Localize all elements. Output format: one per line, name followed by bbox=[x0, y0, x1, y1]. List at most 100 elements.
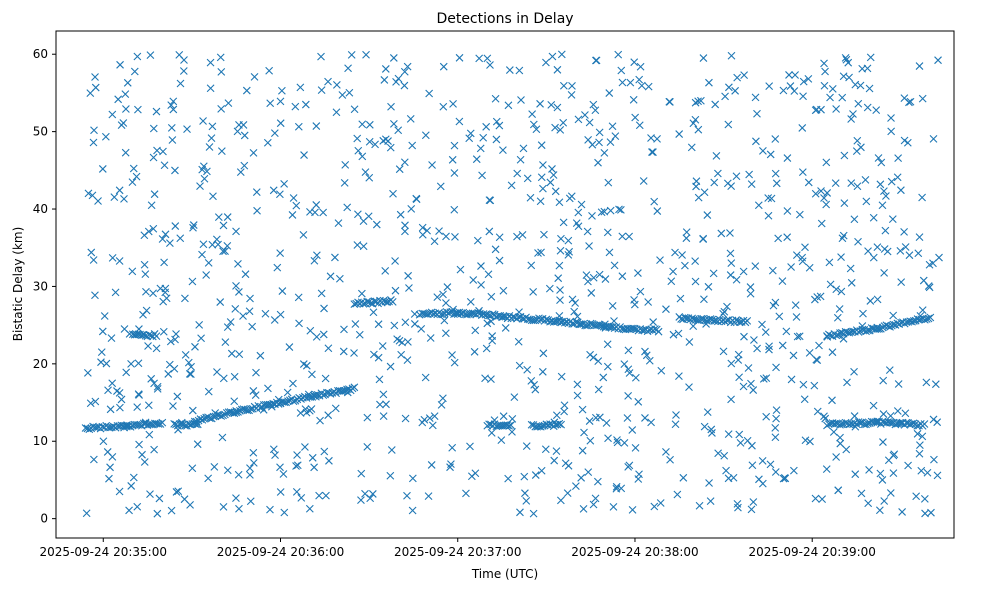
data-point bbox=[610, 317, 618, 325]
data-point bbox=[734, 350, 743, 359]
data-point bbox=[240, 161, 249, 170]
data-point bbox=[576, 320, 584, 329]
data-point bbox=[726, 271, 735, 279]
data-point bbox=[765, 342, 773, 351]
data-point bbox=[642, 351, 651, 360]
data-point bbox=[351, 320, 360, 328]
data-point bbox=[466, 297, 475, 306]
data-point bbox=[139, 310, 147, 319]
data-point bbox=[580, 428, 588, 437]
data-point bbox=[649, 148, 657, 156]
data-point bbox=[433, 293, 442, 302]
data-point bbox=[246, 471, 254, 479]
data-point bbox=[428, 421, 437, 430]
data-point bbox=[781, 474, 790, 483]
data-point bbox=[865, 465, 873, 474]
data-point bbox=[91, 73, 99, 81]
data-point bbox=[869, 253, 878, 262]
data-point bbox=[537, 173, 546, 182]
data-point bbox=[592, 56, 601, 65]
data-point bbox=[767, 194, 776, 203]
data-point bbox=[556, 286, 564, 294]
data-point bbox=[167, 123, 176, 132]
data-point bbox=[593, 477, 602, 486]
data-point bbox=[401, 221, 409, 230]
data-point bbox=[306, 207, 314, 216]
data-point bbox=[111, 288, 120, 297]
data-point bbox=[866, 53, 875, 62]
data-point bbox=[193, 440, 202, 449]
data-point bbox=[389, 54, 398, 62]
data-point bbox=[783, 207, 792, 215]
data-point bbox=[873, 295, 882, 304]
data-point bbox=[428, 161, 436, 169]
data-point bbox=[798, 124, 807, 132]
data-point bbox=[292, 201, 301, 210]
data-point bbox=[269, 445, 278, 454]
data-point bbox=[586, 436, 595, 445]
data-point bbox=[208, 240, 217, 249]
data-point bbox=[403, 356, 412, 364]
data-point bbox=[532, 125, 541, 134]
data-point bbox=[475, 54, 484, 63]
data-point bbox=[687, 143, 696, 152]
data-point bbox=[283, 388, 292, 397]
data-point bbox=[595, 270, 604, 279]
data-point bbox=[347, 50, 356, 59]
data-point bbox=[854, 99, 863, 108]
data-point bbox=[152, 107, 161, 116]
data-point bbox=[586, 350, 594, 359]
data-point bbox=[836, 433, 844, 442]
data-point bbox=[713, 169, 722, 178]
data-point bbox=[133, 52, 142, 61]
data-point bbox=[331, 404, 340, 413]
data-point bbox=[305, 504, 314, 513]
data-point bbox=[261, 309, 270, 318]
data-point bbox=[878, 476, 887, 484]
data-point bbox=[102, 359, 111, 368]
data-point bbox=[161, 230, 170, 239]
data-point bbox=[138, 450, 146, 459]
data-point bbox=[570, 307, 579, 316]
data-point bbox=[875, 506, 884, 515]
data-point bbox=[184, 358, 193, 367]
data-point bbox=[813, 407, 822, 416]
data-point bbox=[158, 235, 167, 243]
data-point bbox=[504, 101, 513, 110]
data-point bbox=[412, 194, 421, 203]
data-point bbox=[133, 502, 142, 511]
data-point bbox=[572, 318, 580, 326]
data-point bbox=[277, 86, 286, 95]
data-point bbox=[799, 92, 807, 101]
data-point bbox=[448, 351, 456, 359]
data-point bbox=[483, 319, 492, 328]
data-point bbox=[123, 78, 132, 87]
data-point bbox=[84, 189, 93, 198]
data-point bbox=[421, 373, 430, 382]
data-point bbox=[771, 468, 780, 476]
data-point bbox=[850, 215, 859, 224]
data-point bbox=[669, 330, 678, 339]
data-point bbox=[216, 298, 225, 306]
data-point bbox=[372, 220, 381, 229]
data-point bbox=[153, 384, 162, 393]
data-point bbox=[321, 374, 330, 383]
data-point bbox=[507, 181, 516, 190]
data-point bbox=[847, 115, 856, 123]
data-point bbox=[169, 105, 178, 114]
data-point bbox=[261, 400, 270, 409]
data-point bbox=[740, 332, 748, 341]
data-point bbox=[296, 83, 305, 92]
data-point bbox=[510, 393, 519, 401]
data-point bbox=[886, 411, 895, 420]
data-point bbox=[439, 62, 448, 71]
data-point bbox=[331, 253, 339, 262]
data-point bbox=[435, 227, 443, 236]
data-point bbox=[387, 102, 395, 111]
data-point bbox=[193, 420, 202, 429]
data-point bbox=[605, 89, 614, 97]
data-point bbox=[106, 463, 114, 472]
data-point bbox=[531, 385, 540, 394]
data-point bbox=[158, 418, 167, 427]
data-point bbox=[556, 246, 565, 255]
